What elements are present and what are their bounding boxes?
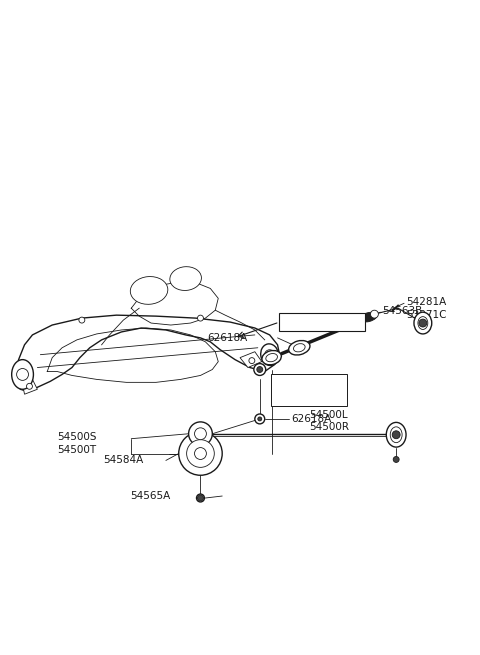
FancyBboxPatch shape [271, 375, 347, 406]
Circle shape [17, 369, 28, 381]
Ellipse shape [418, 316, 428, 329]
Circle shape [258, 417, 262, 421]
Ellipse shape [414, 312, 432, 334]
Circle shape [257, 367, 263, 373]
Text: 54584A: 54584A [104, 455, 144, 466]
Circle shape [197, 315, 204, 321]
Text: 54500R: 54500R [309, 422, 349, 432]
Circle shape [264, 350, 275, 360]
Text: 54565A: 54565A [131, 491, 171, 501]
Circle shape [26, 383, 33, 389]
Text: 54551D: 54551D [288, 385, 329, 395]
FancyBboxPatch shape [278, 313, 364, 331]
Circle shape [194, 447, 206, 459]
Circle shape [371, 310, 378, 318]
Circle shape [393, 457, 399, 462]
Ellipse shape [12, 360, 34, 389]
Circle shape [419, 319, 427, 327]
Circle shape [358, 317, 363, 323]
Text: 62618A: 62618A [291, 414, 332, 424]
Circle shape [189, 422, 212, 445]
Polygon shape [240, 352, 262, 367]
Text: 53371C: 53371C [406, 310, 446, 320]
Circle shape [197, 495, 204, 501]
Ellipse shape [360, 312, 377, 322]
Text: 54500S: 54500S [57, 432, 96, 441]
Text: 54281A: 54281A [406, 297, 446, 307]
Circle shape [392, 431, 400, 439]
Text: 54563B: 54563B [383, 306, 422, 316]
Ellipse shape [288, 341, 310, 355]
Ellipse shape [390, 427, 402, 443]
Circle shape [187, 440, 214, 468]
Ellipse shape [170, 267, 202, 290]
Ellipse shape [266, 354, 277, 362]
Circle shape [179, 432, 222, 476]
Polygon shape [23, 379, 37, 394]
Text: 54500T: 54500T [57, 445, 96, 455]
Ellipse shape [130, 276, 168, 305]
Circle shape [254, 364, 266, 375]
Ellipse shape [196, 494, 204, 502]
Circle shape [194, 428, 206, 440]
Circle shape [249, 358, 255, 364]
Circle shape [79, 317, 85, 323]
Ellipse shape [386, 422, 406, 447]
Text: 54500L: 54500L [309, 410, 348, 420]
Circle shape [255, 414, 264, 424]
Ellipse shape [262, 350, 281, 365]
Text: REF.60-624: REF.60-624 [294, 317, 348, 327]
Ellipse shape [293, 344, 305, 352]
Ellipse shape [261, 344, 278, 365]
Text: 62618A: 62618A [208, 333, 248, 343]
